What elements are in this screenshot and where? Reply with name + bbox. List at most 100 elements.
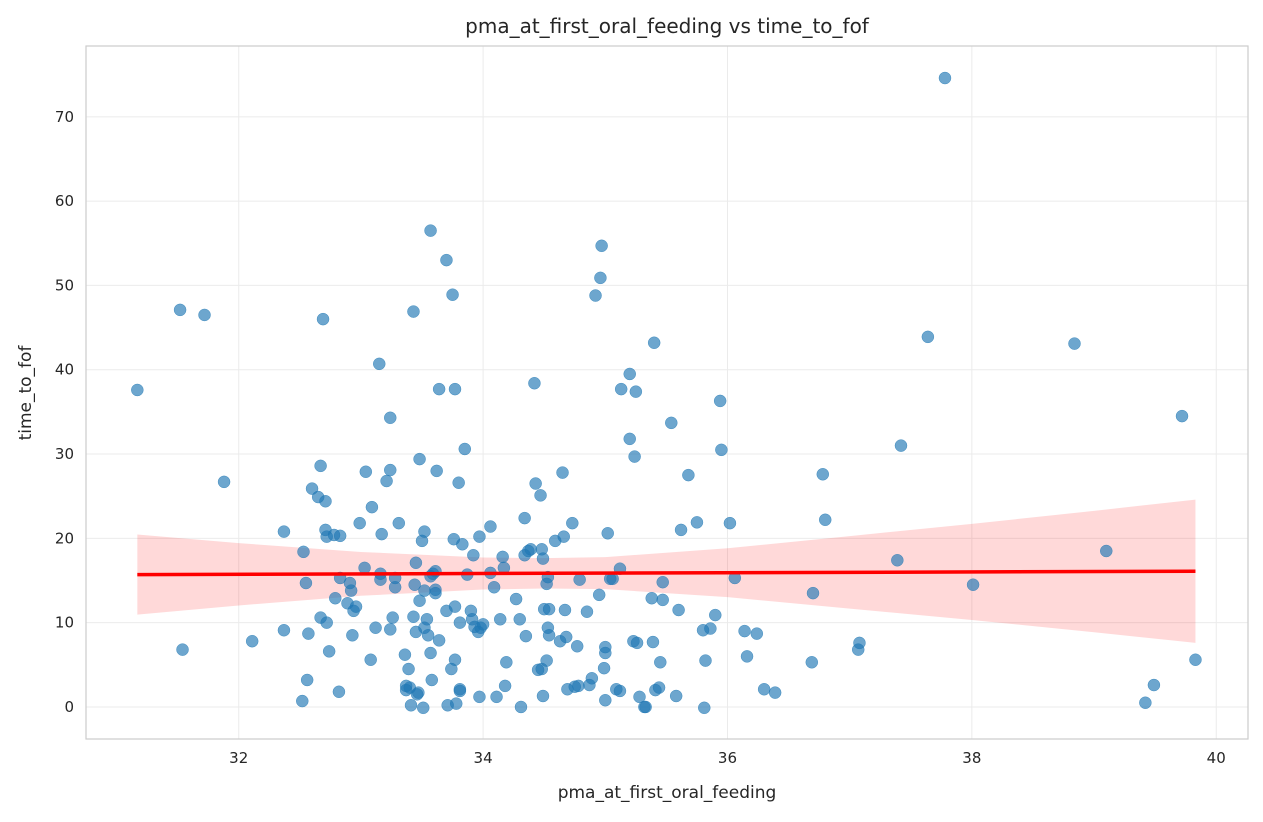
data-point (388, 580, 402, 594)
data-point (409, 556, 423, 570)
data-point (173, 303, 187, 317)
data-point (418, 525, 431, 538)
data-point (420, 613, 434, 626)
data-point (487, 580, 501, 594)
data-point (386, 611, 399, 624)
data-point (534, 489, 547, 502)
data-point (646, 635, 660, 649)
data-point (698, 701, 711, 715)
x-tick-label: 36 (718, 749, 737, 767)
data-point (750, 627, 764, 640)
data-point (585, 672, 599, 685)
data-point (473, 690, 486, 704)
x-axis-label: pma_at_first_oral_feeding (558, 783, 777, 803)
data-point (430, 464, 443, 478)
data-point (672, 603, 685, 617)
data-point (536, 552, 550, 565)
data-point (408, 578, 421, 591)
data-point (1068, 337, 1081, 350)
data-point (322, 645, 336, 658)
data-point (198, 308, 211, 322)
x-tick-label: 34 (474, 749, 493, 767)
data-point (630, 636, 644, 650)
data-point (519, 629, 533, 643)
data-point (453, 616, 467, 629)
data-point (320, 616, 333, 629)
data-point (740, 650, 754, 663)
data-point (302, 627, 315, 640)
data-point (818, 513, 832, 527)
data-point (628, 450, 641, 463)
data-point (407, 610, 420, 624)
data-point (601, 527, 614, 540)
data-point (305, 482, 319, 495)
ticks: 32 34 36 38 40 0 10 20 30 40 50 60 70 (55, 108, 1226, 767)
data-point (639, 700, 652, 714)
data-point (528, 376, 541, 390)
data-point (557, 530, 571, 543)
data-point (599, 640, 612, 654)
data-point (131, 383, 144, 397)
data-point (383, 411, 397, 425)
data-point (757, 683, 771, 696)
data-point (333, 529, 347, 543)
data-point (806, 586, 820, 600)
data-point (682, 468, 695, 482)
y-axis-label: time_to_fof (16, 345, 36, 441)
y-tick-label: 60 (55, 192, 74, 210)
data-point (496, 550, 509, 564)
data-point (570, 640, 584, 653)
data-point (921, 330, 935, 344)
data-point (514, 700, 528, 714)
data-point (595, 239, 608, 253)
y-tick-label: 10 (55, 614, 74, 632)
data-point (853, 636, 866, 650)
data-point (429, 586, 442, 600)
data-point (458, 442, 472, 456)
data-point (404, 699, 418, 712)
data-point (580, 605, 594, 618)
y-tick-label: 50 (55, 276, 74, 294)
data-point (891, 554, 904, 567)
data-point (365, 500, 379, 514)
data-point (572, 679, 585, 693)
data-points (131, 71, 1202, 715)
data-point (369, 621, 382, 634)
data-point (513, 613, 527, 626)
data-point (300, 673, 314, 687)
data-point (592, 588, 606, 602)
data-point (398, 648, 412, 661)
data-point (448, 653, 462, 667)
data-point (353, 516, 366, 530)
data-point (429, 564, 442, 578)
data-point (589, 289, 602, 302)
data-point (894, 439, 908, 452)
data-point (629, 385, 643, 398)
data-point (816, 468, 830, 481)
data-point (467, 548, 480, 562)
data-point (452, 476, 465, 489)
data-point (299, 576, 313, 590)
data-point (566, 516, 579, 530)
data-point (645, 591, 658, 605)
data-point (448, 382, 462, 396)
data-point (938, 71, 952, 85)
data-point (418, 584, 431, 597)
y-tick-label: 40 (55, 361, 74, 379)
data-point (713, 394, 727, 408)
data-point (296, 694, 309, 708)
data-point (402, 662, 415, 676)
data-point (656, 593, 669, 607)
data-point (349, 600, 363, 613)
data-point (623, 432, 636, 446)
data-point (314, 459, 327, 473)
data-point (358, 561, 371, 575)
data-point (966, 578, 980, 591)
data-point (413, 452, 426, 466)
data-point (424, 646, 437, 660)
data-point (329, 591, 342, 605)
data-point (542, 629, 556, 642)
data-point (556, 466, 569, 479)
data-point (656, 575, 669, 589)
data-point (383, 623, 397, 636)
